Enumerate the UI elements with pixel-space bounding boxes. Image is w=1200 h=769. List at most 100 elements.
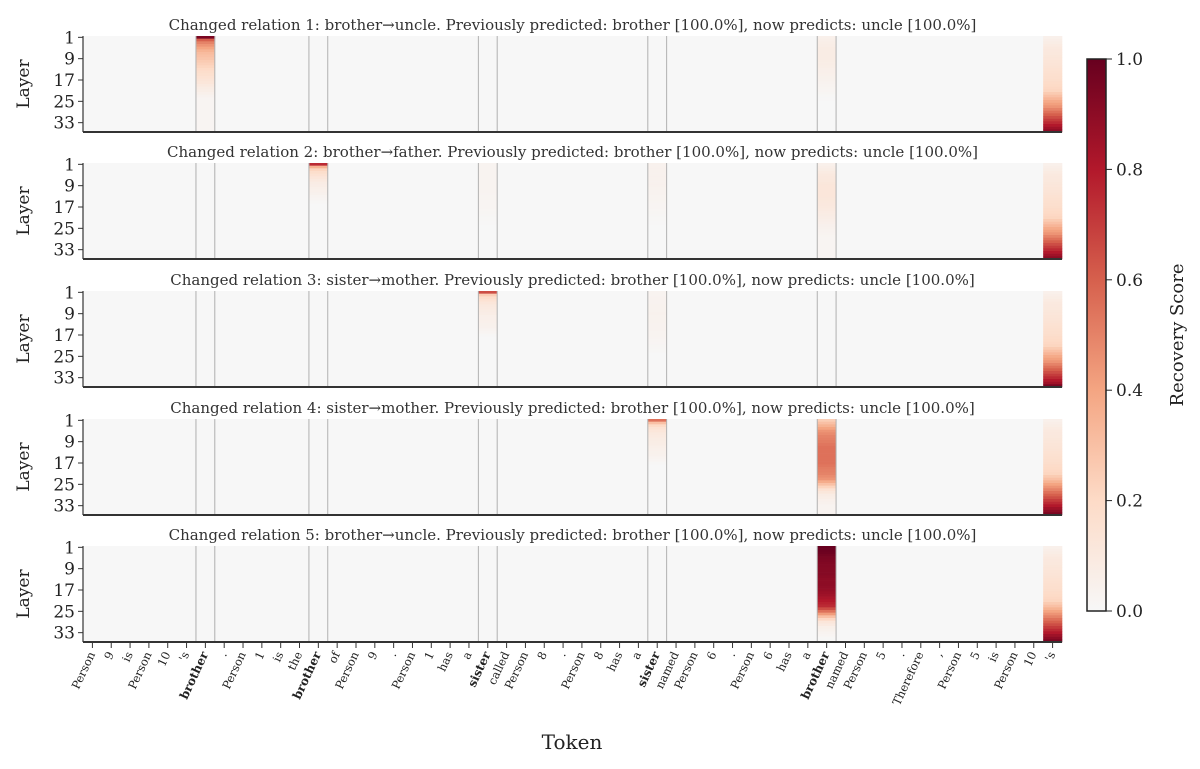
heatmap-cell bbox=[1043, 556, 1063, 560]
heatmap-cell bbox=[1043, 76, 1063, 79]
heatmap-cell bbox=[1043, 504, 1063, 508]
heatmap-cell bbox=[1043, 192, 1063, 196]
x-tick-label: . bbox=[216, 649, 230, 658]
heatmap-cell bbox=[817, 472, 837, 476]
heatmap-cell bbox=[817, 602, 837, 605]
heatmap-cell bbox=[1043, 456, 1063, 460]
heatmap-cell bbox=[1043, 427, 1063, 430]
x-tick-label: has bbox=[774, 649, 795, 673]
heatmap-cell bbox=[478, 317, 498, 321]
heatmap-cell bbox=[195, 54, 216, 58]
x-tick-label: 6 bbox=[704, 649, 720, 662]
heatmap-cell bbox=[817, 548, 837, 552]
heatmap-cell bbox=[308, 176, 329, 180]
heatmap-cell bbox=[1043, 381, 1063, 385]
heatmap-cell bbox=[195, 46, 216, 50]
heatmap-cell bbox=[817, 224, 837, 228]
heatmap-cell bbox=[647, 437, 667, 441]
y-tick-label: 33 bbox=[53, 369, 75, 389]
heatmap-cell bbox=[1043, 440, 1063, 444]
heatmap-cell bbox=[817, 477, 837, 481]
heatmap-cell bbox=[1043, 628, 1063, 632]
heatmap-cell bbox=[817, 219, 837, 222]
heatmap-cell bbox=[647, 299, 667, 302]
heatmap-cell bbox=[817, 73, 837, 77]
heatmap-cell bbox=[1043, 81, 1063, 85]
heatmap-cell bbox=[817, 443, 837, 446]
y-tick-label: 33 bbox=[53, 241, 75, 261]
heatmap-cell bbox=[195, 41, 216, 45]
heatmap-cell bbox=[817, 94, 837, 98]
heatmap-cell bbox=[817, 163, 837, 166]
heatmap-cell bbox=[817, 591, 837, 595]
y-tick-label: 25 bbox=[53, 219, 75, 239]
x-tick-label: Person bbox=[69, 649, 99, 691]
heatmap-cell bbox=[1043, 173, 1063, 177]
heatmap-cell bbox=[1043, 92, 1063, 95]
heatmap-cell bbox=[308, 200, 329, 204]
heatmap-cell bbox=[817, 615, 837, 619]
y-tick-label: 25 bbox=[53, 92, 75, 112]
colorbar-gradient bbox=[1086, 58, 1107, 612]
heatmap-cell bbox=[478, 312, 498, 316]
heatmap-cell bbox=[478, 211, 498, 214]
heatmap-cell bbox=[1043, 49, 1063, 53]
heatmap-cell bbox=[1043, 341, 1063, 345]
heatmap-cell bbox=[1043, 620, 1063, 624]
heatmap-cell bbox=[817, 78, 837, 82]
heatmap-cell bbox=[1043, 171, 1063, 174]
heatmap-cell bbox=[195, 89, 216, 93]
heatmap-cell bbox=[647, 291, 667, 294]
heatmap-cell bbox=[195, 70, 216, 74]
heatmap-cell bbox=[817, 70, 837, 74]
heatmap-cell bbox=[647, 347, 667, 350]
heatmap-cell bbox=[817, 604, 837, 608]
heatmap-cell bbox=[1043, 301, 1063, 305]
heatmap-cell bbox=[1043, 639, 1063, 643]
y-axis-label: Layer bbox=[14, 442, 34, 492]
x-tick-label: 's bbox=[1042, 649, 1059, 663]
heatmap-panel: Changed relation 3: sister→mother. Previ… bbox=[14, 271, 1063, 389]
heatmap-cell bbox=[1043, 602, 1063, 605]
heatmap-cell bbox=[817, 49, 837, 53]
heatmap-cell bbox=[195, 52, 216, 55]
heatmap-cell bbox=[817, 618, 837, 621]
heatmap-cell bbox=[1043, 419, 1063, 422]
heatmap-cell bbox=[195, 110, 216, 114]
panel-title: Changed relation 4: sister→mother. Previ… bbox=[170, 399, 974, 417]
heatmap-cell bbox=[1043, 309, 1063, 313]
heatmap-cell bbox=[478, 291, 498, 294]
x-tick-label: is bbox=[119, 649, 136, 664]
heatmap-cell bbox=[817, 65, 837, 69]
x-tick-label: 8 bbox=[534, 649, 550, 662]
x-tick-label: of bbox=[325, 649, 343, 666]
heatmap-cell bbox=[817, 62, 837, 66]
heatmap-column bbox=[308, 163, 329, 204]
y-tick-label: 33 bbox=[53, 624, 75, 644]
y-tick-label: 17 bbox=[53, 71, 75, 91]
heatmap-cell bbox=[1043, 41, 1063, 45]
heatmap-cell bbox=[817, 499, 837, 502]
heatmap-cell bbox=[1043, 73, 1063, 77]
heatmap-cell bbox=[817, 419, 837, 422]
heatmap-cell bbox=[817, 636, 837, 640]
heatmap-cell bbox=[817, 626, 837, 629]
heatmap-cell bbox=[1043, 323, 1063, 326]
y-axis-label: Layer bbox=[14, 314, 34, 364]
heatmap-cell bbox=[817, 243, 837, 246]
heatmap-cell bbox=[647, 187, 667, 190]
heatmap-column bbox=[195, 36, 216, 133]
heatmap-cell bbox=[1043, 165, 1063, 169]
heatmap-cell bbox=[647, 195, 667, 198]
heatmap-cell bbox=[817, 493, 837, 497]
heatmap-cell bbox=[817, 445, 837, 449]
heatmap-cell bbox=[1043, 256, 1063, 260]
heatmap-cell bbox=[308, 184, 329, 188]
heatmap-cell bbox=[478, 171, 498, 174]
heatmap-cell bbox=[647, 184, 667, 188]
x-tick-label: is bbox=[270, 649, 287, 664]
heatmap-cell bbox=[1043, 227, 1063, 230]
y-tick-label: 9 bbox=[64, 560, 75, 580]
heatmap-cell bbox=[195, 68, 216, 71]
